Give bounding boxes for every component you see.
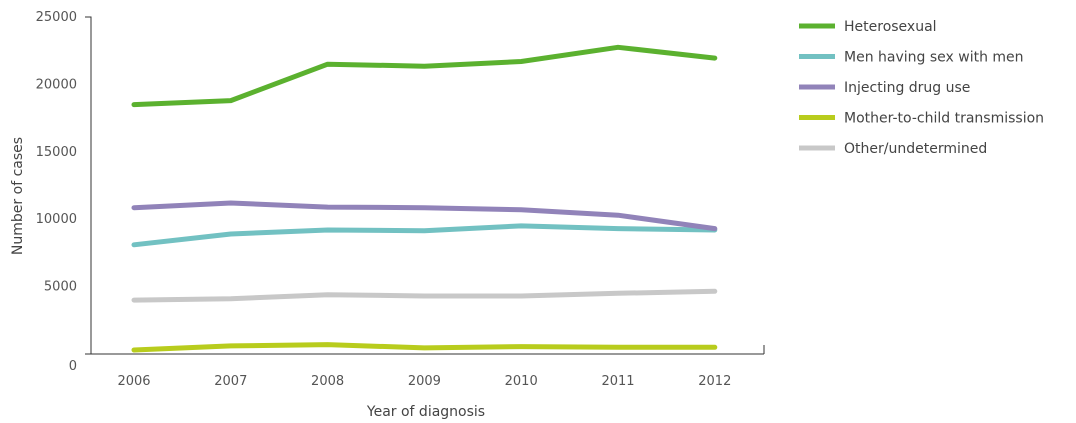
y-tick-label: 0 [69, 359, 77, 374]
y-tick-label: 25000 [36, 10, 77, 25]
x-tick-label: 2011 [601, 374, 634, 389]
y-axis-title: Number of cases [10, 137, 26, 255]
series-line-other-undetermined [131, 288, 718, 303]
x-tick-label: 2009 [408, 374, 441, 389]
x-tick-labels: 2006 2007 2008 2009 2010 2011 2012 [117, 374, 731, 389]
legend-label: Injecting drug use [844, 80, 970, 96]
x-tick-label: 2007 [214, 374, 247, 389]
legend-label: Mother-to-child transmission [844, 111, 1044, 127]
y-axis-line [85, 16, 92, 355]
x-tick-label: 2010 [505, 374, 538, 389]
x-axis-title: Year of diagnosis [366, 404, 485, 420]
y-tick-labels: 0 5000 10000 15000 20000 25000 [36, 10, 77, 374]
series-lines [131, 44, 718, 353]
series-line-men-having-sex-with-men [131, 223, 718, 248]
series-line-mother-to-child-transmission [131, 342, 718, 353]
legend-label: Other/undetermined [844, 141, 987, 157]
y-tick-label: 5000 [44, 280, 77, 295]
y-tick-label: 20000 [36, 77, 77, 92]
x-tick-label: 2012 [698, 374, 731, 389]
legend: Heterosexual Men having sex with men Injec… [799, 19, 1044, 157]
y-tick-label: 10000 [36, 212, 77, 227]
series-line-injecting-drug-use [131, 200, 718, 232]
x-tick-label: 2008 [311, 374, 344, 389]
y-tick-label: 15000 [36, 145, 77, 160]
x-tick-label: 2006 [117, 374, 150, 389]
series-line-heterosexual [131, 44, 718, 108]
legend-label: Heterosexual [844, 19, 937, 35]
axes [85, 16, 765, 355]
legend-label: Men having sex with men [844, 50, 1024, 66]
